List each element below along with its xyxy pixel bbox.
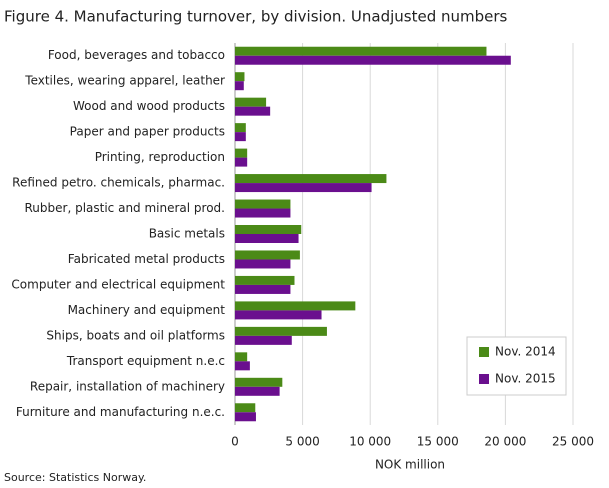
bar <box>235 335 292 345</box>
legend-label: Nov. 2014 <box>495 345 556 359</box>
legend-box <box>466 336 567 396</box>
y-tick-label: Ships, boats and oil platforms <box>46 328 225 342</box>
bar <box>235 208 291 218</box>
y-tick-label: Repair, installation of machinery <box>30 379 225 393</box>
y-tick-label: Transport equipment n.e.c <box>66 354 225 368</box>
bar <box>235 250 300 260</box>
y-tick-label: Paper and paper products <box>70 125 225 139</box>
legend-swatch <box>479 374 489 384</box>
bar <box>235 352 248 362</box>
y-tick-label: Wood and wood products <box>73 99 225 113</box>
y-tick-label: Basic metals <box>149 227 225 241</box>
bar <box>235 97 267 107</box>
bar <box>235 199 291 209</box>
bar <box>235 132 246 142</box>
x-tick-label: 20 000 <box>484 435 526 449</box>
y-tick-label: Furniture and manufacturing n.e.c. <box>16 405 225 419</box>
bar <box>235 259 291 269</box>
bar <box>235 403 256 413</box>
x-axis-label: NOK million <box>375 458 445 472</box>
bar <box>235 174 387 184</box>
bar <box>235 183 372 193</box>
bar <box>235 81 244 91</box>
x-tick-label: 5 000 <box>285 435 319 449</box>
bar <box>235 55 511 65</box>
bar <box>235 301 356 311</box>
x-tick-label: 25 000 <box>552 435 594 449</box>
bar <box>235 123 246 133</box>
bar <box>235 326 327 336</box>
y-tick-label: Printing, reproduction <box>95 150 225 164</box>
bar <box>235 157 248 167</box>
y-tick-label: Food, beverages and tobacco <box>48 48 225 62</box>
bar <box>235 234 299 243</box>
bar <box>235 225 302 234</box>
y-tick-label: Fabricated metal products <box>68 252 225 266</box>
x-tick-label: 10 000 <box>349 435 391 449</box>
x-tick-label: 15 000 <box>417 435 459 449</box>
bar <box>235 361 250 371</box>
y-tick-label: Rubber, plastic and mineral prod. <box>25 201 226 215</box>
legend-swatch <box>479 347 489 357</box>
y-tick-label: Computer and electrical equipment <box>11 277 225 291</box>
y-tick-label: Textiles, wearing apparel, leather <box>24 74 225 88</box>
legend-label: Nov. 2015 <box>495 372 556 386</box>
bar <box>235 148 248 158</box>
bar <box>235 310 322 320</box>
bar <box>235 46 487 56</box>
bar <box>235 106 271 116</box>
chart-title: Figure 4. Manufacturing turnover, by div… <box>4 8 508 26</box>
bar <box>235 72 245 82</box>
bar <box>235 386 280 396</box>
y-tick-label: Machinery and equipment <box>68 303 226 317</box>
y-tick-label: Refined petro. chemicals, pharmac. <box>12 176 225 190</box>
x-tick-label: 0 <box>231 435 239 449</box>
bar <box>235 377 283 387</box>
bar <box>235 284 291 294</box>
source: Source: Statistics Norway. <box>4 471 146 484</box>
bar <box>235 275 295 285</box>
bar <box>235 412 256 422</box>
